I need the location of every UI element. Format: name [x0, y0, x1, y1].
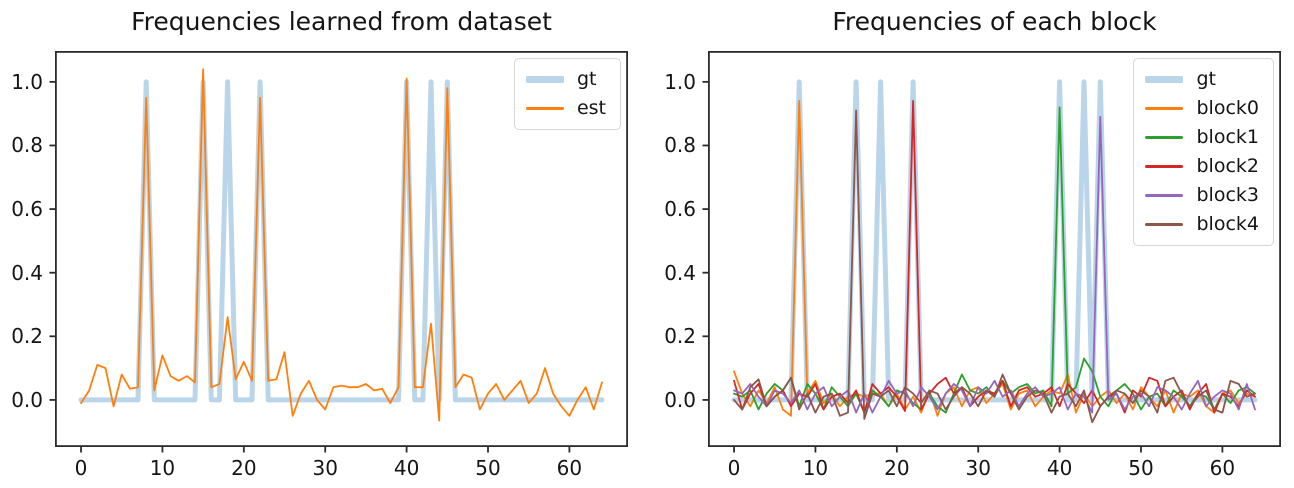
legend-entry-block3: block3 [1145, 181, 1259, 210]
y-tick-label: 0.6 [11, 197, 43, 222]
legend-line-sample-block3 [1145, 194, 1184, 197]
left-plot-title: Frequencies learned from dataset [131, 7, 552, 36]
legend-line-sample-est [525, 107, 564, 110]
legend-line-sample-block4 [1145, 223, 1184, 226]
legend-entry-gt: gt [1145, 65, 1259, 94]
legend-line-sample-gt [1145, 76, 1184, 83]
legend-label-gt: gt [576, 68, 597, 90]
y-tick-label: 0.0 [11, 387, 43, 412]
right-plot-title: Frequencies of each block [832, 7, 1157, 36]
x-tick-label: 30 [312, 456, 338, 480]
x-tick-label: 40 [393, 456, 420, 480]
legend-line-sample-gt [525, 76, 564, 83]
y-tick-label: 1.0 [664, 69, 696, 94]
x-tick-label: 10 [149, 456, 176, 480]
legend-line-sample-block0 [1145, 107, 1184, 110]
x-tick-label: 50 [1128, 456, 1154, 480]
y-tick-label: 0.2 [11, 324, 43, 349]
series-est [80, 68, 603, 422]
legend-line-sample-block1 [1145, 136, 1184, 139]
y-tick-label: 0.4 [664, 260, 696, 285]
x-tick-label: 60 [556, 456, 583, 480]
legend-entry-block2: block2 [1145, 152, 1259, 181]
x-tick-label: 30 [965, 456, 991, 480]
right-plot: Frequencies of each block gt block0 block1… [664, 7, 1282, 480]
x-tick-label: 10 [802, 456, 829, 480]
x-tick-label: 0 [727, 456, 741, 480]
x-tick-label: 20 [884, 456, 910, 480]
y-tick-label: 0.8 [664, 133, 696, 158]
y-tick-label: 0.2 [664, 324, 696, 349]
legend-label-block3: block3 [1196, 184, 1259, 206]
series-gt [78, 79, 605, 403]
y-tick-label: 0.4 [11, 260, 43, 285]
x-tick-label: 40 [1046, 456, 1073, 480]
right-plot-canvas [702, 50, 1282, 453]
legend-entry-block4: block4 [1145, 210, 1259, 239]
legend-label-block1: block1 [1196, 126, 1259, 148]
y-tick-label: 0.6 [664, 197, 696, 222]
legend-line-sample-block2 [1145, 165, 1184, 168]
x-tick-label: 60 [1209, 456, 1236, 480]
legend-entry-block1: block1 [1145, 123, 1259, 152]
legend-label-block2: block2 [1196, 155, 1259, 177]
legend-entry-block0: block0 [1145, 94, 1259, 123]
series-block4 [733, 109, 1256, 424]
y-tick-label: 0.0 [664, 387, 696, 412]
x-tick-label: 20 [231, 456, 257, 480]
right-plot-legend: gt block0 block1 block2 block3 block4 [1133, 58, 1274, 246]
axes-border [54, 50, 629, 448]
legend-label-gt: gt [1196, 68, 1216, 90]
x-tick-label: 0 [74, 456, 88, 480]
legend-label-block0: block0 [1196, 97, 1259, 119]
left-plot-canvas [49, 50, 629, 453]
series-block3 [733, 115, 1256, 414]
y-tick-label: 1.0 [11, 69, 43, 94]
legend-entry-gt: gt [525, 65, 606, 94]
legend-label-block4: block4 [1196, 213, 1259, 235]
legend-entry-est: est [525, 94, 606, 123]
left-plot: Frequencies learned from dataset gt est 0… [11, 7, 629, 480]
y-tick-label: 0.8 [11, 133, 43, 158]
left-plot-legend: gt est [513, 58, 621, 130]
legend-label-est: est [576, 97, 606, 119]
axes-border [707, 50, 1282, 448]
x-tick-label: 50 [475, 456, 501, 480]
